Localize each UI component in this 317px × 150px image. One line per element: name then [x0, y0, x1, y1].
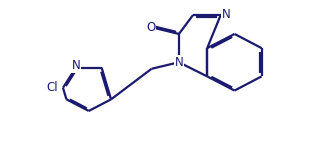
Text: Cl: Cl: [46, 81, 58, 94]
Text: O: O: [146, 21, 155, 34]
Text: N: N: [222, 9, 231, 21]
Text: N: N: [175, 56, 183, 69]
Text: N: N: [72, 59, 80, 72]
